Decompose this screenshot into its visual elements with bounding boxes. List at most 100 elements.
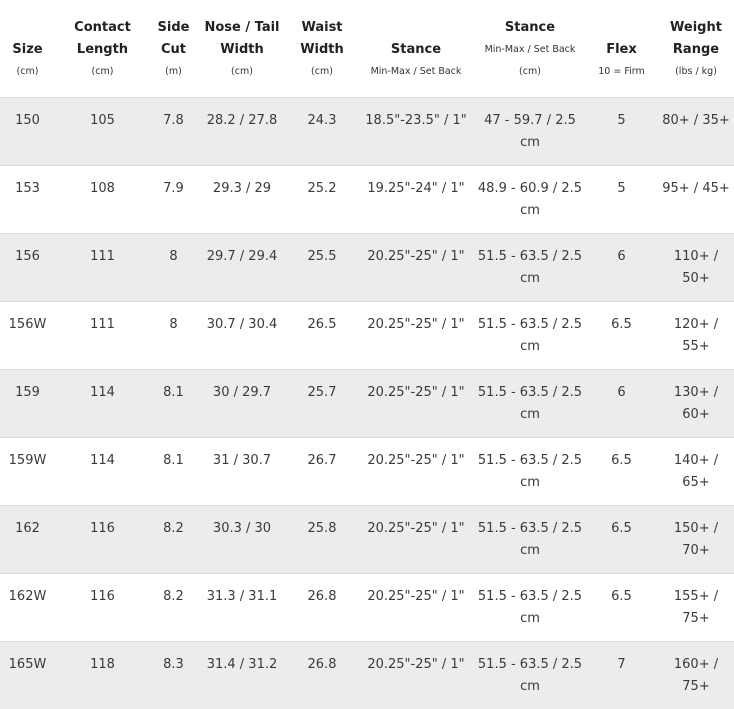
column-unit: Min-Max / Set Back (359, 61, 473, 83)
column-unit: (cm) (199, 61, 285, 83)
cell-flex: 5 (585, 166, 658, 234)
cell-contact-length: 111 (55, 302, 150, 370)
cell-weight-range: 150+ / 70+ (658, 506, 734, 574)
column-header-weight-range: Weight Range (lbs / kg) (658, 0, 734, 98)
column-header-side-cut: Side Cut (m) (150, 0, 197, 98)
column-label: Contact Length (74, 20, 131, 57)
cell-weight-range: 140+ / 65+ (658, 438, 734, 506)
cell-flex: 5 (585, 98, 658, 166)
column-header-nose-tail-width: Nose / Tail Width (cm) (197, 0, 287, 98)
cell-waist-width: 26.7 (287, 438, 357, 506)
column-label: Side Cut (158, 20, 190, 57)
cell-side-cut: 8 (150, 234, 197, 302)
cell-contact-length: 114 (55, 370, 150, 438)
cell-flex: 6.5 (585, 438, 658, 506)
cell-side-cut: 8.1 (150, 370, 197, 438)
cell-nose-tail-width: 31.3 / 31.1 (197, 574, 287, 642)
column-label: Weight Range (670, 20, 722, 57)
cell-stance-inches: 20.25"-25" / 1" (357, 234, 475, 302)
cell-size: 156W (0, 302, 55, 370)
cell-stance-inches: 20.25"-25" / 1" (357, 574, 475, 642)
cell-size: 156 (0, 234, 55, 302)
cell-nose-tail-width: 31 / 30.7 (197, 438, 287, 506)
column-header-size: Size (cm) (0, 0, 55, 98)
column-label: Waist Width (300, 20, 344, 57)
cell-waist-width: 26.5 (287, 302, 357, 370)
cell-flex: 6.5 (585, 574, 658, 642)
cell-side-cut: 7.9 (150, 166, 197, 234)
cell-size: 162W (0, 574, 55, 642)
cell-contact-length: 116 (55, 506, 150, 574)
cell-side-cut: 7.8 (150, 98, 197, 166)
cell-weight-range: 80+ / 35+ (658, 98, 734, 166)
cell-stance-cm: 51.5 - 63.5 / 2.5 cm (475, 506, 585, 574)
column-unit: (lbs / kg) (660, 61, 732, 83)
column-label: Stance (391, 42, 441, 57)
cell-flex: 6 (585, 234, 658, 302)
column-unit: 10 = Firm (587, 61, 656, 83)
cell-contact-length: 118 (55, 642, 150, 709)
cell-waist-width: 25.5 (287, 234, 357, 302)
cell-size: 165W (0, 642, 55, 709)
cell-nose-tail-width: 31.4 / 31.2 (197, 642, 287, 709)
cell-contact-length: 105 (55, 98, 150, 166)
column-label: Nose / Tail Width (204, 20, 279, 57)
cell-flex: 6.5 (585, 506, 658, 574)
cell-flex: 6.5 (585, 302, 658, 370)
cell-stance-inches: 18.5"-23.5" / 1" (357, 98, 475, 166)
cell-side-cut: 8.3 (150, 642, 197, 709)
column-header-stance-cm: Stance Min-Max / Set Back (cm) (475, 0, 585, 98)
cell-waist-width: 25.8 (287, 506, 357, 574)
column-unit: (cm) (57, 61, 148, 83)
column-label: Flex (606, 42, 637, 57)
cell-side-cut: 8.2 (150, 574, 197, 642)
cell-waist-width: 26.8 (287, 574, 357, 642)
cell-waist-width: 26.8 (287, 642, 357, 709)
cell-stance-cm: 51.5 - 63.5 / 2.5 cm (475, 370, 585, 438)
cell-side-cut: 8.2 (150, 506, 197, 574)
cell-weight-range: 110+ / 50+ (658, 234, 734, 302)
cell-size: 159W (0, 438, 55, 506)
cell-stance-cm: 51.5 - 63.5 / 2.5 cm (475, 234, 585, 302)
cell-nose-tail-width: 29.7 / 29.4 (197, 234, 287, 302)
cell-stance-inches: 20.25"-25" / 1" (357, 370, 475, 438)
cell-waist-width: 24.3 (287, 98, 357, 166)
cell-side-cut: 8 (150, 302, 197, 370)
cell-size: 159 (0, 370, 55, 438)
cell-nose-tail-width: 29.3 / 29 (197, 166, 287, 234)
cell-weight-range: 160+ / 75+ (658, 642, 734, 709)
column-header-flex: Flex 10 = Firm (585, 0, 658, 98)
column-unit: Min-Max / Set Back (cm) (477, 39, 583, 83)
column-header-stance-inches: Stance Min-Max / Set Back (357, 0, 475, 98)
column-unit: (cm) (2, 61, 53, 83)
cell-waist-width: 25.7 (287, 370, 357, 438)
cell-stance-inches: 20.25"-25" / 1" (357, 302, 475, 370)
cell-stance-inches: 20.25"-25" / 1" (357, 438, 475, 506)
cell-nose-tail-width: 30.3 / 30 (197, 506, 287, 574)
cell-stance-cm: 48.9 - 60.9 / 2.5 cm (475, 166, 585, 234)
cell-stance-cm: 51.5 - 63.5 / 2.5 cm (475, 642, 585, 709)
cell-weight-range: 120+ / 55+ (658, 302, 734, 370)
cell-flex: 7 (585, 642, 658, 709)
column-header-contact-length: Contact Length (cm) (55, 0, 150, 98)
cell-stance-cm: 51.5 - 63.5 / 2.5 cm (475, 302, 585, 370)
column-unit: (m) (152, 61, 195, 83)
cell-weight-range: 95+ / 45+ (658, 166, 734, 234)
cell-nose-tail-width: 28.2 / 27.8 (197, 98, 287, 166)
cell-size: 162 (0, 506, 55, 574)
column-label: Stance (505, 20, 555, 35)
cell-nose-tail-width: 30.7 / 30.4 (197, 302, 287, 370)
header-row: Size(cm)Contact Length(cm)Side Cut(m)Nos… (0, 0, 734, 98)
column-label: Size (12, 42, 42, 57)
cell-stance-inches: 20.25"-25" / 1" (357, 642, 475, 709)
cell-stance-inches: 19.25"-24" / 1" (357, 166, 475, 234)
